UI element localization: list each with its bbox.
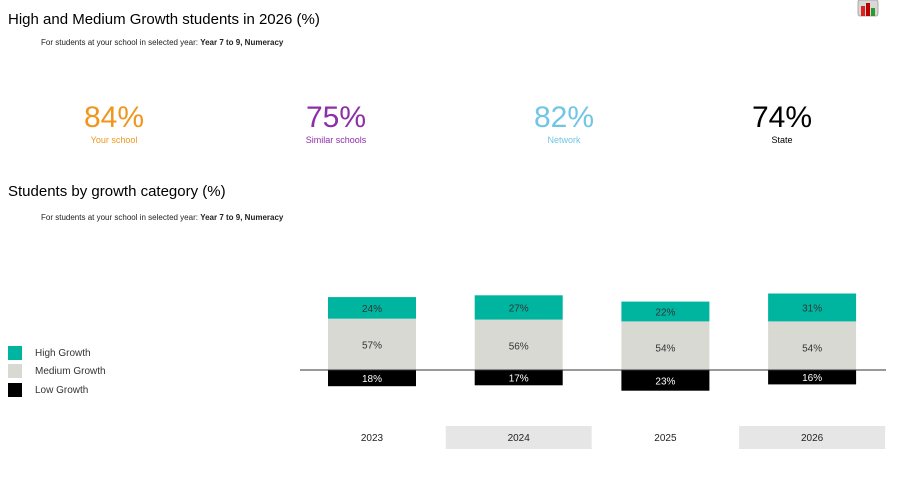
data-label-high: 22% — [655, 308, 675, 319]
x-tick-label: 2025 — [654, 433, 677, 444]
bar-high-growth — [474, 295, 563, 320]
legend-item-high-growth: High Growth — [8, 346, 91, 360]
section-subtitle: For students at your school in selected … — [41, 213, 283, 222]
data-label-medium: 56% — [509, 342, 529, 353]
subtitle-prefix: For students at your school in selected … — [41, 213, 201, 222]
page-title: High and Medium Growth students in 2026 … — [8, 11, 320, 28]
subtitle-value: Year 7 to 9, Numeracy — [200, 213, 284, 222]
bar-medium-growth — [328, 318, 416, 370]
bar-low-growth — [621, 370, 710, 391]
legend-item-medium-growth: Medium Growth — [8, 364, 106, 378]
chart-export-icon[interactable] — [856, 0, 880, 17]
legend-item-low-growth: Low Growth — [8, 383, 88, 397]
bar-high-growth — [768, 293, 857, 322]
category-band — [445, 426, 592, 449]
kpi-similar-schools: 75% Similar schools — [256, 101, 416, 146]
legend-label: Low Growth — [35, 384, 89, 396]
bar-low-growth — [474, 370, 563, 386]
legend-label: High Growth — [35, 347, 91, 359]
legend-label: Medium Growth — [35, 365, 106, 377]
subtitle-prefix: For students at your school in selected … — [41, 38, 201, 47]
subtitle-value: Year 7 to 9, Numeracy — [200, 38, 284, 47]
legend-swatch — [8, 346, 22, 360]
data-label-low: 18% — [362, 374, 382, 385]
data-label-low: 23% — [655, 376, 675, 387]
data-label-high: 24% — [362, 304, 382, 315]
bar-medium-growth — [768, 321, 857, 370]
bar-high-growth — [621, 301, 710, 322]
bar-medium-growth — [621, 321, 710, 370]
kpi-value: 84% — [83, 101, 145, 134]
bar-medium-growth — [474, 319, 563, 370]
kpi-state: 74% State — [702, 101, 862, 146]
data-label-medium: 54% — [655, 343, 675, 354]
kpi-value: 82% — [533, 101, 595, 134]
kpi-label: Similar schools — [305, 135, 367, 145]
legend-swatch — [8, 383, 22, 397]
kpi-your-school: 84% Your school — [34, 101, 194, 146]
x-tick-label: 2024 — [508, 433, 531, 444]
kpi-label: State — [771, 135, 793, 145]
data-label-medium: 57% — [362, 341, 382, 352]
page-subtitle: For students at your school in selected … — [41, 38, 283, 47]
kpi-network: 82% Network — [484, 101, 644, 146]
data-label-medium: 54% — [802, 343, 822, 354]
kpi-value: 74% — [751, 101, 813, 134]
bar-low-growth — [768, 370, 857, 385]
x-tick-label: 2026 — [801, 433, 824, 444]
kpi-label: Your school — [90, 135, 138, 145]
data-label-low: 17% — [509, 374, 529, 385]
kpi-value: 75% — [305, 101, 367, 134]
x-tick-label: 2023 — [361, 433, 384, 444]
data-label-low: 16% — [802, 373, 822, 384]
data-label-high: 27% — [509, 303, 529, 314]
kpi-label: Network — [547, 135, 581, 145]
bar-low-growth — [328, 370, 416, 387]
data-label-high: 31% — [802, 303, 822, 314]
section-title: Students by growth category (%) — [8, 183, 226, 200]
bar-high-growth — [328, 297, 416, 319]
category-band — [739, 426, 886, 449]
legend-swatch — [8, 364, 22, 378]
